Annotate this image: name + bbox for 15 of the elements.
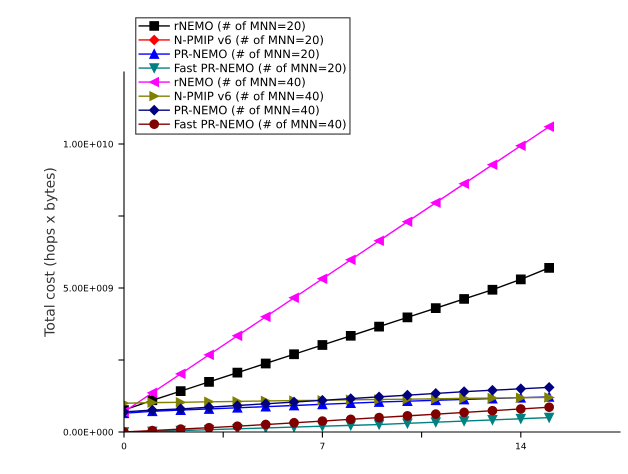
legend-label: N-PMIP v6 (# of MNN=20) xyxy=(174,35,323,46)
x-tick-label: 7 xyxy=(320,442,324,450)
x-tick-label: 14 xyxy=(516,442,526,450)
legend-label: N-PMIP v6 (# of MNN=40) xyxy=(174,91,323,102)
legend-label: Fast PR-NEMO (# of MNN=20) xyxy=(174,63,346,74)
legend-label: Fast PR-NEMO (# of MNN=40) xyxy=(174,119,346,130)
y-axis-title: Total cost (hops x bytes) xyxy=(44,168,58,337)
legend-label: PR-NEMO (# of MNN=40) xyxy=(174,105,319,116)
y-tick-label: 0.00E+000 xyxy=(64,428,113,436)
legend-label: rNEMO (# of MNN=40) xyxy=(174,77,305,88)
legend-label: rNEMO (# of MNN=20) xyxy=(174,21,305,32)
y-tick-label: 5.00E+009 xyxy=(64,284,113,292)
x-tick-label: 0 xyxy=(122,442,126,450)
legend-label: PR-NEMO (# of MNN=20) xyxy=(174,49,319,60)
y-tick-label: 1.00E+010 xyxy=(64,140,113,148)
